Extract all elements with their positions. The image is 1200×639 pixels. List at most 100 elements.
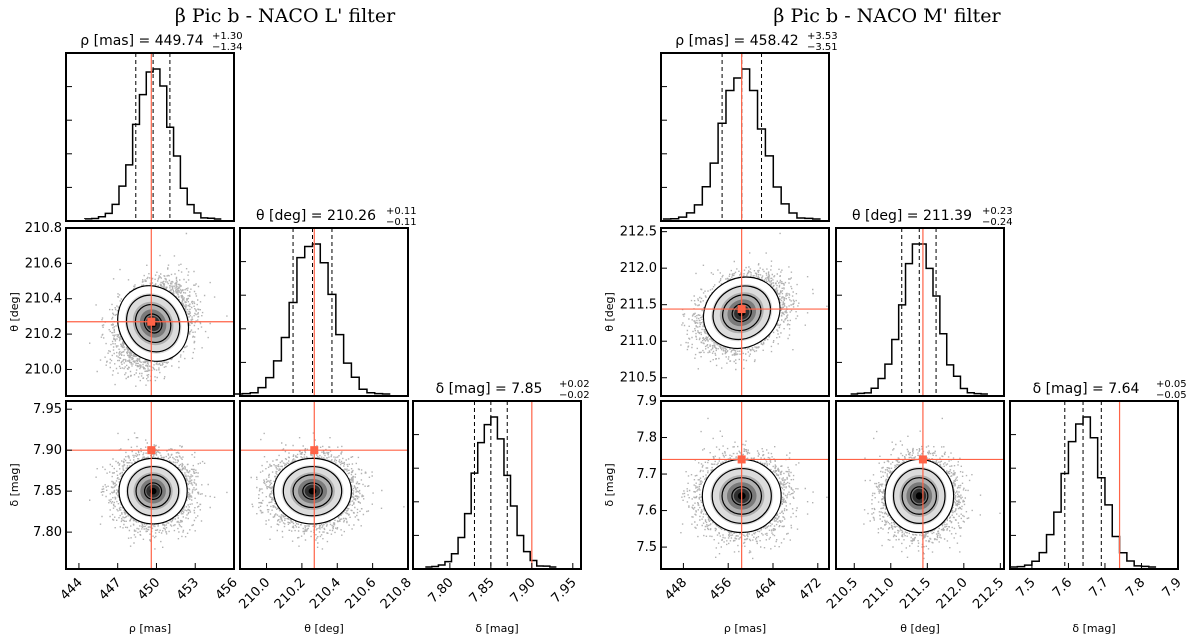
xlabel-0: ρ [mas] — [129, 622, 171, 635]
contour-2 — [722, 294, 762, 332]
xtick-label-2-0: 7.5 — [1014, 575, 1039, 600]
scatter-points — [66, 228, 234, 396]
param-plus-2: +0.05 — [1156, 379, 1187, 390]
scatter-points — [240, 401, 408, 569]
xlabel-1: θ [deg] — [304, 622, 344, 635]
xtick-label-1-3: 210.6 — [343, 575, 380, 612]
param-title-median: 458.42 — [750, 33, 799, 49]
truth-marker — [147, 446, 156, 455]
param-title-equals: = — [729, 33, 750, 49]
param-plus-0: +1.30 — [212, 31, 243, 42]
ytick-label-2-3: 7.8 — [636, 431, 657, 446]
param-title-label: ρ [mas] — [80, 33, 134, 49]
ylabel-1: θ [deg] — [603, 292, 616, 332]
param-minus-0: −3.51 — [807, 42, 838, 53]
xtick-label-0-0: 448 — [662, 575, 690, 603]
hist-panel-2: δ [mag] = 7.64 +0.05−0.05 — [1009, 379, 1187, 570]
param-title-equals: = — [1088, 381, 1109, 397]
param-title-label: θ [deg] — [256, 208, 306, 224]
ytick-label-2-3: 7.95 — [33, 402, 62, 417]
ytick-label-1-2: 210.4 — [25, 292, 62, 307]
contour-0 — [117, 285, 190, 362]
ytick-label-2-1: 7.6 — [636, 504, 657, 519]
xtick-label-2-2: 7.7 — [1087, 575, 1112, 600]
hist-frame-0 — [65, 52, 235, 222]
xtick-label-2-1: 7.85 — [467, 575, 498, 606]
param-title-median: 210.26 — [327, 208, 376, 224]
scatter-points — [66, 401, 234, 569]
xlabel-1: θ [deg] — [900, 622, 940, 635]
contour-3 — [302, 482, 323, 500]
param-title-equals: = — [134, 33, 155, 49]
histogram-2 — [1010, 416, 1157, 568]
param-title-2: δ [mag] = 7.64 — [1033, 381, 1140, 397]
scatter-panel-2-0 — [65, 400, 235, 570]
param-title-median: 7.64 — [1108, 381, 1139, 397]
param-plus-1: +0.11 — [386, 206, 417, 217]
xtick-label-2-3: 7.95 — [549, 575, 580, 606]
ytick-label-1-2: 211.5 — [620, 298, 657, 313]
density-level-5 — [915, 492, 923, 500]
hist-frame-1 — [239, 227, 409, 397]
xlabel-2: δ [mag] — [475, 622, 518, 635]
xtick-label-0-4: 456 — [213, 575, 241, 603]
contour-2 — [135, 474, 171, 509]
contour-0 — [118, 457, 188, 525]
xtick-label-0-2: 464 — [752, 575, 780, 603]
param-title-label: δ [mag] — [436, 381, 491, 397]
xtick-label-2-3: 7.8 — [1123, 575, 1148, 600]
scatter-panel-2-1 — [835, 400, 1005, 570]
truth-marker — [737, 455, 746, 464]
ytick-label-2-1: 7.85 — [33, 484, 62, 499]
ytick-label-2-2: 7.90 — [33, 443, 62, 458]
contour-1 — [892, 467, 946, 524]
scatter-frame — [65, 400, 235, 570]
xtick-label-1-0: 210.0 — [236, 575, 273, 612]
param-minus-2: −0.02 — [559, 390, 590, 401]
truth-marker — [737, 305, 746, 314]
figure-title: β Pic b - NACO M' filter — [773, 5, 1001, 27]
scatter-frame — [660, 227, 830, 397]
param-title-median: 211.39 — [923, 208, 972, 224]
xtick-label-2-4: 7.9 — [1160, 575, 1185, 600]
ytick-label-1-1: 210.2 — [25, 327, 62, 342]
histogram-2 — [425, 416, 557, 568]
density-level-5 — [308, 487, 317, 495]
ytick-label-1-3: 212.0 — [620, 261, 657, 276]
scatter-points — [661, 401, 829, 569]
param-title-equals: = — [902, 208, 923, 224]
param-title-equals: = — [306, 208, 327, 224]
histogram-0 — [84, 68, 222, 220]
param-minus-1: −0.24 — [982, 217, 1013, 228]
param-title-label: θ [deg] — [852, 208, 902, 224]
contour-1 — [282, 465, 343, 517]
ytick-label-1-4: 210.8 — [25, 221, 62, 236]
scatter-frame — [239, 400, 409, 570]
contour-0 — [702, 276, 781, 350]
param-title-label: δ [mag] — [1033, 381, 1088, 397]
contour-3 — [143, 313, 163, 334]
ytick-label-1-4: 212.5 — [620, 225, 657, 240]
hist-panel-2: δ [mag] = 7.85 +0.02−0.02 — [412, 379, 590, 570]
scatter-panel-1-0 — [65, 227, 235, 397]
scatter-panel-1-0 — [660, 227, 830, 397]
param-title-1: θ [deg] = 210.26 — [256, 208, 376, 224]
param-title-label: ρ [mas] — [675, 33, 729, 49]
xtick-label-1-2: 210.4 — [307, 575, 344, 612]
contour-1 — [125, 294, 181, 353]
ylabel-2: δ [mag] — [8, 463, 21, 506]
xtick-label-0-2: 450 — [135, 575, 163, 603]
hist-frame-2 — [1009, 400, 1179, 570]
scatter-points — [836, 401, 1004, 569]
ytick-label-2-2: 7.7 — [636, 467, 657, 482]
xtick-label-1-0: 210.5 — [824, 575, 861, 612]
xtick-label-0-1: 447 — [96, 575, 124, 603]
contour-2 — [901, 477, 938, 515]
ytick-label-1-3: 210.6 — [25, 256, 62, 271]
param-title-median: 7.85 — [511, 381, 542, 397]
xtick-label-1-3: 212.0 — [934, 575, 971, 612]
hist-panel-0: ρ [mas] = 458.42 +3.53−3.51 — [660, 31, 838, 222]
corner-plot-mprime: β Pic b - NACO M' filter ρ [mas] = 458.42… — [603, 5, 1187, 635]
contour-3 — [731, 303, 752, 323]
